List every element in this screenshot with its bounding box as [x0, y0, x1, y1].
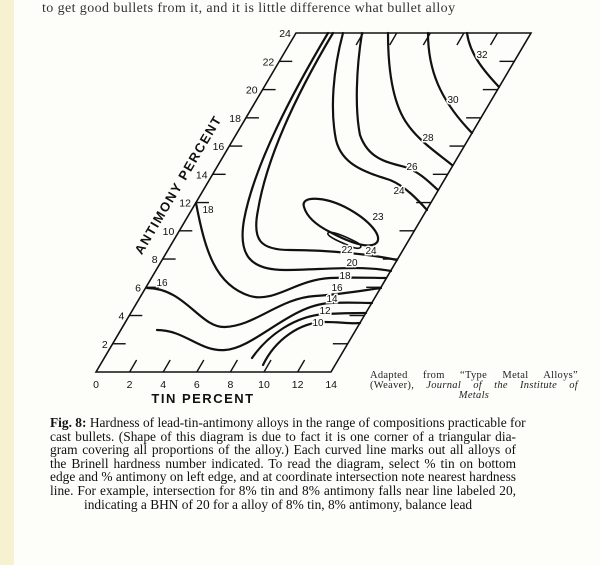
contour-label-12: 12 [319, 306, 331, 317]
contour-16 [145, 286, 383, 329]
contour-14 [155, 301, 374, 352]
tin-tick-label: 8 [227, 379, 233, 391]
antimony-tick-label: 10 [163, 226, 175, 238]
contour-30 [426, 31, 474, 135]
tin-tick-top [489, 32, 499, 46]
antimony-tick-label: 8 [152, 254, 158, 266]
tin-tick-bottom [128, 359, 138, 373]
contour-label-24: 24 [393, 186, 405, 197]
antimony-tick-label: 22 [263, 56, 275, 68]
tin-tick-label: 12 [292, 379, 304, 391]
source-line-3: Metals [458, 390, 490, 401]
tin-tick-bottom [229, 359, 239, 373]
source-line-2: (Weaver), Journal of the Institute of [370, 380, 578, 391]
tin-tick-label: 2 [127, 379, 133, 391]
caption-line: cast bullets. (Shape of this diagram is … [50, 428, 516, 444]
antimony-tick-label: 18 [229, 113, 241, 125]
tin-tick-bottom [196, 359, 205, 373]
contour-label-26: 26 [406, 162, 418, 173]
contour-label-23: 23 [372, 212, 384, 223]
antimony-tick-label: 2 [102, 339, 108, 351]
antimony-axis-title: ANTIMONY PERCENT [131, 112, 225, 256]
body-text-previous-line: to get good bullets from it, and it is l… [42, 1, 456, 16]
tin-tick-label: 10 [258, 379, 270, 391]
contour-label-32: 32 [476, 50, 488, 61]
figure-label: Fig. 8: [50, 415, 87, 430]
caption-line: edge and % antimony on left edge, and at… [50, 469, 516, 485]
caption-line: line. For example, intersection for 8% t… [50, 482, 516, 498]
axis-ticks [112, 32, 515, 373]
antimony-tick-label: 12 [179, 198, 191, 210]
contour-label-18: 18 [339, 271, 351, 282]
contour-label-22: 22 [341, 245, 353, 256]
antimony-tick-label: 6 [135, 282, 141, 294]
contour-label-30: 30 [447, 95, 459, 106]
antimony-tick-label: 14 [196, 169, 208, 181]
tin-tick-label: 4 [160, 379, 166, 391]
contour-label-16: 16 [331, 283, 343, 294]
contour-22 [255, 31, 399, 262]
tin-tick-label: 0 [93, 379, 99, 391]
antimony-tick-label: 24 [279, 28, 291, 40]
contour-labels: 10 12 14 16 16 18 18 20 22 23 24 24 26 2… [155, 49, 490, 331]
tin-tick-top [456, 32, 465, 46]
source-line-1: Adapted from “Type Metal Alloys” [370, 370, 578, 381]
contour-23 [302, 197, 380, 247]
contour-24-inner [327, 231, 362, 250]
contour-32 [465, 31, 501, 89]
contour-label-20: 20 [346, 258, 358, 269]
contour-label-24-inner: 24 [365, 246, 377, 257]
contour-20 [241, 31, 393, 273]
tin-tick-top [422, 32, 431, 46]
tin-tick-bottom [296, 359, 306, 373]
contour-12 [250, 311, 368, 360]
source-note: Adapted from “Type Metal Alloys” (Weaver… [370, 370, 578, 401]
contour-26 [355, 31, 440, 192]
contour-label-10: 10 [312, 318, 324, 329]
caption-line: indicating a BHN of 20 for a alloy of 8%… [84, 496, 473, 512]
tin-axis-title: TIN PERCENT [151, 391, 254, 406]
contour-label-18-left: 18 [202, 205, 214, 216]
contours [145, 31, 501, 367]
antimony-tick-label: 20 [246, 85, 258, 97]
caption-line: Fig. 8: Hardness of lead-tin-antimony al… [50, 415, 526, 430]
antimony-tick-label: 4 [118, 311, 124, 323]
antimony-tick-label: 16 [213, 141, 225, 153]
contour-label-14: 14 [326, 294, 338, 305]
contour-10 [261, 320, 362, 367]
tin-tick-label: 6 [194, 379, 200, 391]
contour-18 [194, 201, 388, 299]
tin-tick-bottom [162, 359, 171, 373]
tin-tick-top [389, 32, 398, 46]
tin-tick-label: 14 [325, 379, 337, 391]
figure-caption: Fig. 8: Hardness of lead-tin-antimony al… [50, 415, 526, 512]
contour-label-28: 28 [422, 133, 434, 144]
contour-24 [331, 31, 429, 212]
contour-label-16-left: 16 [156, 278, 168, 289]
caption-line: gram covering all proportions of the all… [50, 442, 516, 458]
contour-28 [386, 31, 454, 167]
caption-line: the Brinell hardness number indicated. T… [50, 455, 516, 471]
page-edge-strip [0, 0, 14, 565]
tin-tick-bottom [263, 359, 272, 373]
